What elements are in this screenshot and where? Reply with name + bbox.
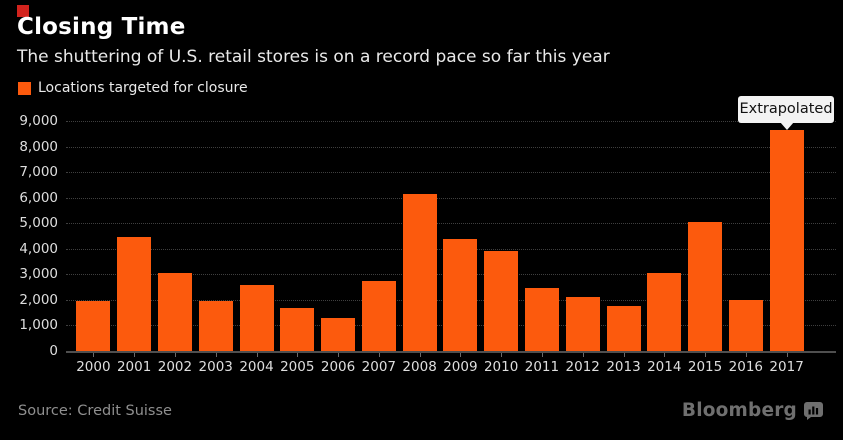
x-axis-tick-2015	[705, 353, 707, 357]
x-axis-tick-2014	[664, 353, 666, 357]
y-axis-label-0: 0	[49, 343, 58, 359]
y-axis-label-5,000: 5,000	[19, 215, 58, 232]
y-axis-label-2,000: 2,000	[19, 291, 58, 308]
x-axis-label-2003: 2003	[198, 359, 233, 375]
x-axis-label-2007: 2007	[361, 359, 396, 375]
x-axis-tick-2012	[582, 353, 584, 357]
y-axis-label-6,000: 6,000	[19, 189, 58, 206]
x-axis-label-2005: 2005	[280, 359, 315, 375]
x-axis-label-2004: 2004	[239, 359, 274, 375]
bar-2003	[198, 301, 233, 351]
bloomberg-terminal-icon	[804, 401, 823, 420]
x-axis-tick-2007	[378, 353, 380, 357]
bar-2005	[280, 307, 315, 351]
gridline-9,000	[66, 121, 836, 122]
y-axis-label-1,000: 1,000	[19, 317, 58, 334]
x-axis-label-2006: 2006	[320, 359, 356, 375]
x-axis-label-2002: 2002	[157, 359, 193, 375]
x-axis-tick-2000	[93, 353, 95, 357]
x-axis-tick-2009	[460, 353, 462, 357]
bar-2007	[361, 280, 396, 351]
brand-red-square	[17, 5, 29, 17]
x-axis-label-2012: 2012	[565, 359, 600, 375]
legend-label: Locations targeted for closure	[38, 80, 248, 96]
x-axis-label-2015: 2015	[687, 359, 723, 375]
x-axis-label-2000: 2000	[76, 359, 111, 375]
x-axis-tick-2010	[501, 353, 503, 357]
callout-pointer-icon	[780, 122, 794, 130]
chart-subtitle: The shuttering of U.S. retail stores is …	[17, 47, 610, 67]
y-axis-label-8,000: 8,000	[19, 138, 58, 155]
x-axis-label-2011: 2011	[524, 359, 560, 375]
y-axis-label-3,000: 3,000	[19, 266, 58, 283]
x-axis-tick-2004	[256, 353, 258, 357]
legend-swatch-icon	[18, 81, 31, 95]
bar-2010	[484, 251, 519, 351]
x-axis-tick-2005	[297, 353, 299, 357]
bar-2006	[321, 317, 356, 351]
bar-2008	[402, 193, 437, 351]
x-axis-tick-2002	[174, 353, 176, 357]
x-axis-label-2014: 2014	[647, 359, 682, 375]
bloomberg-wordmark: Bloomberg	[681, 400, 797, 421]
legend: Locations targeted for closure	[18, 80, 248, 96]
x-axis-label-2016: 2016	[728, 359, 763, 375]
bar-2015	[688, 221, 723, 351]
x-axis-tick-2013	[623, 353, 625, 357]
bar-2013	[606, 306, 641, 351]
bar-2004	[239, 284, 274, 351]
x-axis-tick-2006	[338, 353, 340, 357]
bar-2017	[769, 129, 804, 351]
y-axis-label-4,000: 4,000	[19, 240, 58, 257]
extrapolated-callout: Extrapolated	[738, 96, 834, 123]
x-axis-tick-2017	[786, 353, 788, 357]
x-axis-tick-2001	[134, 353, 136, 357]
bar-2016	[728, 299, 763, 351]
gridline-5,000	[66, 223, 836, 225]
chart-title: Closing Time	[17, 14, 186, 40]
bar-2001	[117, 237, 152, 351]
source-credit: Source: Credit Suisse	[18, 403, 172, 419]
x-axis-tick-2016	[745, 353, 747, 357]
x-axis-label-2010: 2010	[483, 359, 519, 375]
x-axis-label-2001: 2001	[116, 359, 152, 375]
gridline-7,000	[66, 172, 836, 174]
x-axis-tick-2011	[541, 353, 543, 357]
bar-2011	[524, 288, 559, 351]
gridline-8,000	[66, 146, 836, 148]
bar-2000	[76, 301, 111, 351]
y-axis-label-7,000: 7,000	[19, 164, 58, 181]
bloomberg-logo: Bloomberg	[682, 400, 823, 421]
x-axis-label-2017: 2017	[769, 359, 804, 375]
bar-2014	[647, 273, 682, 351]
x-axis-line	[66, 351, 836, 353]
x-axis-label-2009: 2009	[443, 359, 478, 375]
bar-2002	[157, 273, 192, 351]
x-axis-label-2013: 2013	[606, 359, 641, 375]
y-axis-label-9,000: 9,000	[19, 113, 58, 129]
x-axis-tick-2003	[215, 353, 217, 357]
bar-2012	[565, 297, 600, 351]
x-axis-tick-2008	[419, 353, 421, 357]
gridline-6,000	[66, 197, 836, 199]
bar-2009	[443, 238, 478, 351]
x-axis-label-2008: 2008	[402, 359, 437, 375]
